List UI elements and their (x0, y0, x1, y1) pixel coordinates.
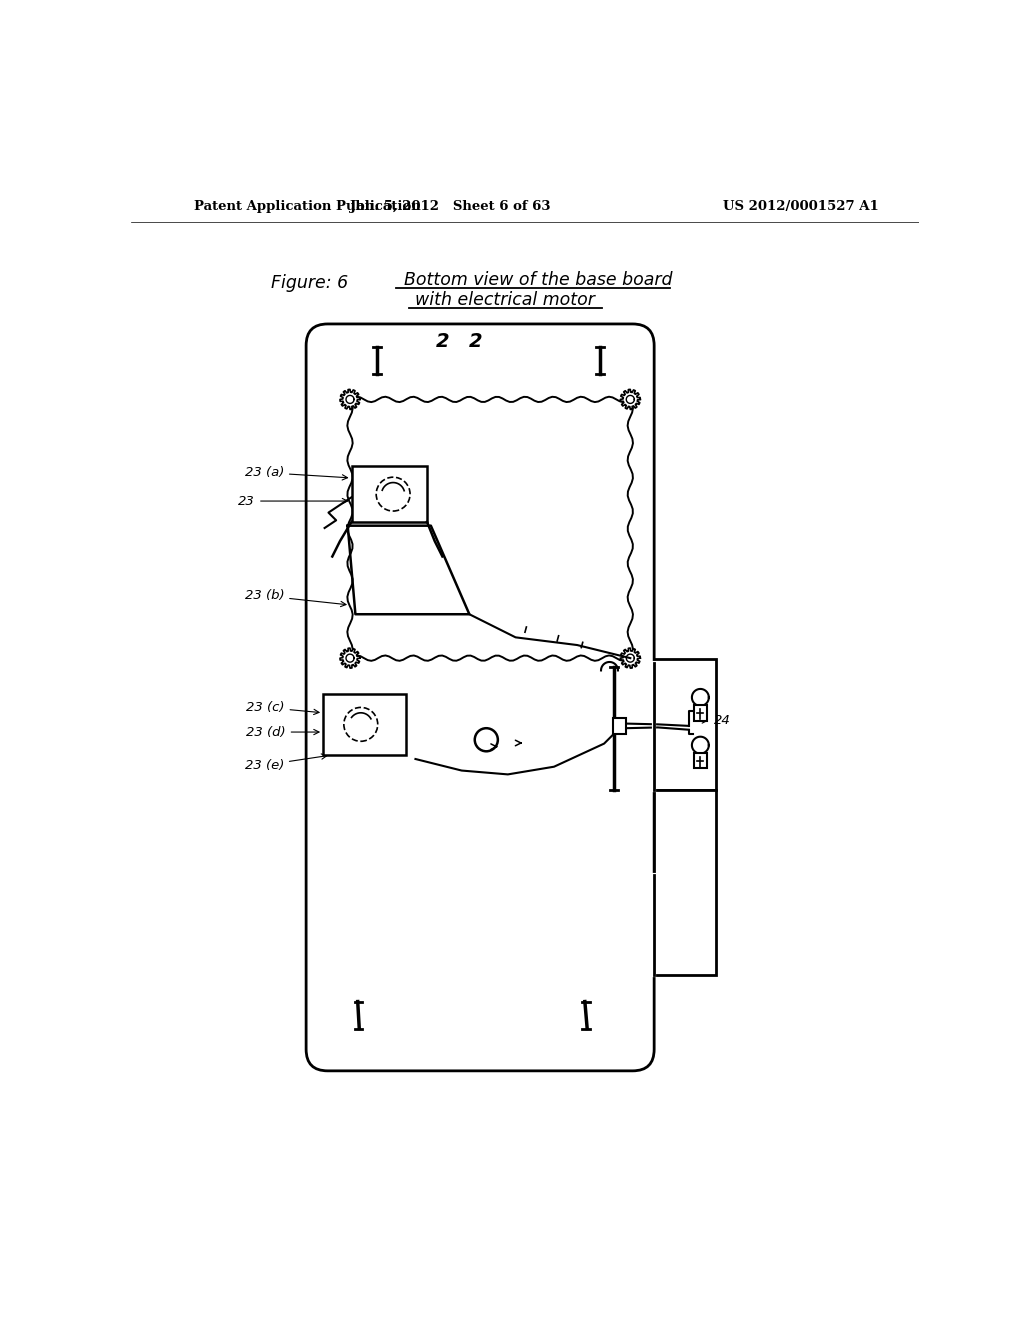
Text: 23 (a): 23 (a) (245, 466, 347, 480)
Text: 23 (b): 23 (b) (245, 589, 346, 607)
Bar (694, 752, 707, 768)
Bar (694, 705, 707, 721)
Text: 24: 24 (695, 714, 731, 727)
Bar (351, 466, 427, 521)
Polygon shape (621, 648, 640, 668)
Polygon shape (340, 389, 360, 409)
Text: 23 (d): 23 (d) (246, 726, 319, 739)
Bar (654, 789, 716, 974)
Text: 23 (e): 23 (e) (245, 754, 327, 772)
Bar (654, 659, 716, 789)
Bar (613, 718, 626, 734)
Text: with electrical motor: with electrical motor (416, 292, 595, 309)
FancyBboxPatch shape (306, 323, 654, 1071)
Text: 2: 2 (469, 333, 482, 351)
Polygon shape (621, 389, 640, 409)
Text: US 2012/0001527 A1: US 2012/0001527 A1 (723, 199, 879, 213)
Text: 2: 2 (435, 333, 450, 351)
Text: 23 (c): 23 (c) (246, 701, 319, 714)
Text: 23: 23 (239, 495, 347, 508)
Text: Figure: 6: Figure: 6 (270, 275, 348, 292)
Text: Bottom view of the base board: Bottom view of the base board (403, 271, 673, 289)
Text: Patent Application Publication: Patent Application Publication (194, 199, 421, 213)
Text: Jan. 5, 2012   Sheet 6 of 63: Jan. 5, 2012 Sheet 6 of 63 (350, 199, 550, 213)
Bar (323, 693, 407, 755)
Polygon shape (340, 648, 360, 668)
